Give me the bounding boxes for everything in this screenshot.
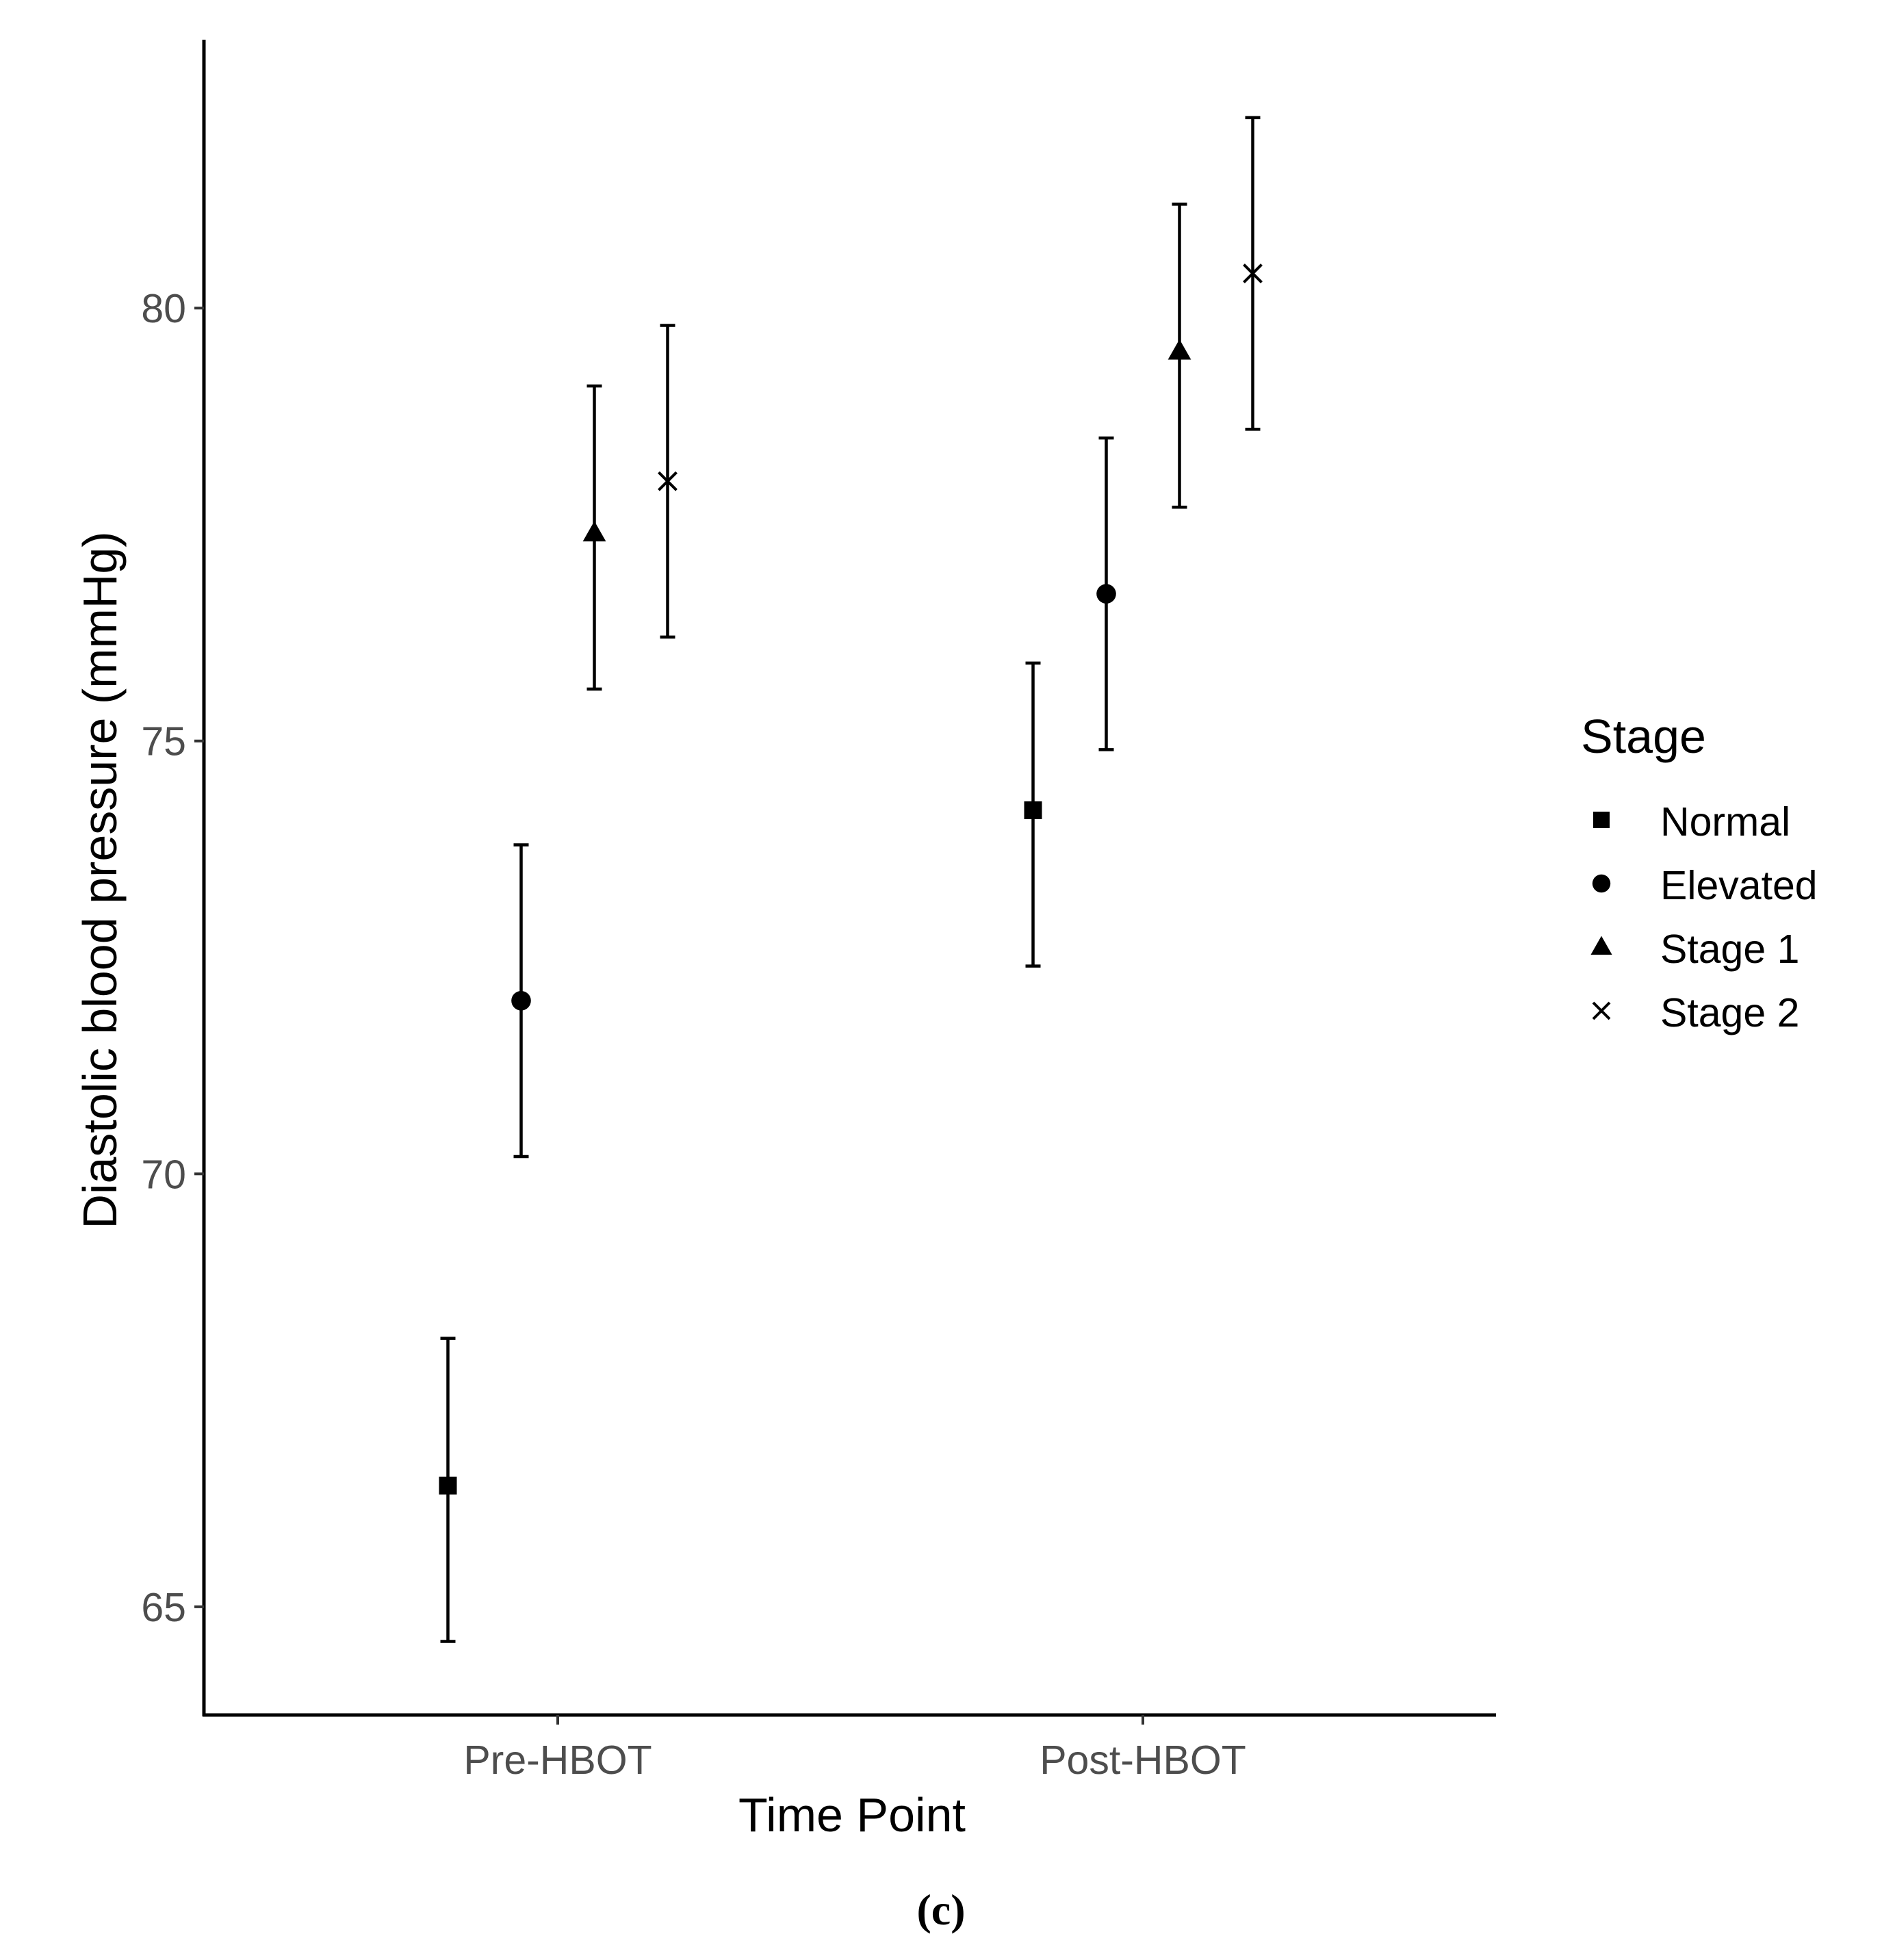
point-stage-1: [1168, 339, 1191, 360]
x-tick-label: Pre-HBOT: [463, 1738, 652, 1783]
point-normal: [439, 1476, 457, 1495]
legend: Stage Normal Elevated Stage 1 Stage 2: [1581, 710, 1818, 1035]
legend-marker-stage-2: [1592, 1001, 1611, 1020]
point-stage-2: [1243, 263, 1263, 283]
figure-caption: (c): [916, 1885, 965, 1934]
point-stage-1: [582, 521, 606, 542]
point-elevated: [1096, 584, 1116, 604]
y-tick-label: 70: [141, 1152, 186, 1197]
legend-marker-elevated: [1592, 874, 1611, 893]
y-tick-label: 65: [141, 1585, 186, 1630]
legend-label-normal: Normal: [1660, 799, 1790, 844]
legend-marker-stage-1: [1590, 936, 1612, 955]
legend-label-stage-2: Stage 2: [1660, 990, 1799, 1035]
x-axis-title: Time Point: [738, 1788, 966, 1842]
y-axis-title: Diastolic blood pressure (mmHg): [73, 531, 127, 1228]
legend-marker-normal: [1593, 812, 1610, 828]
point-stage-2: [658, 471, 678, 491]
y-tick-label: 75: [141, 719, 186, 764]
legend-label-elevated: Elevated: [1660, 863, 1818, 908]
y-tick-label: 80: [141, 286, 186, 331]
point-normal: [1024, 801, 1042, 819]
x-tick-label: Post-HBOT: [1040, 1738, 1246, 1783]
point-elevated: [511, 990, 531, 1011]
legend-title: Stage: [1581, 710, 1706, 763]
plot-area: 65 70 75 80 Pre-HBOT Post-HBOT: [141, 40, 1496, 1783]
legend-label-stage-1: Stage 1: [1660, 927, 1799, 972]
